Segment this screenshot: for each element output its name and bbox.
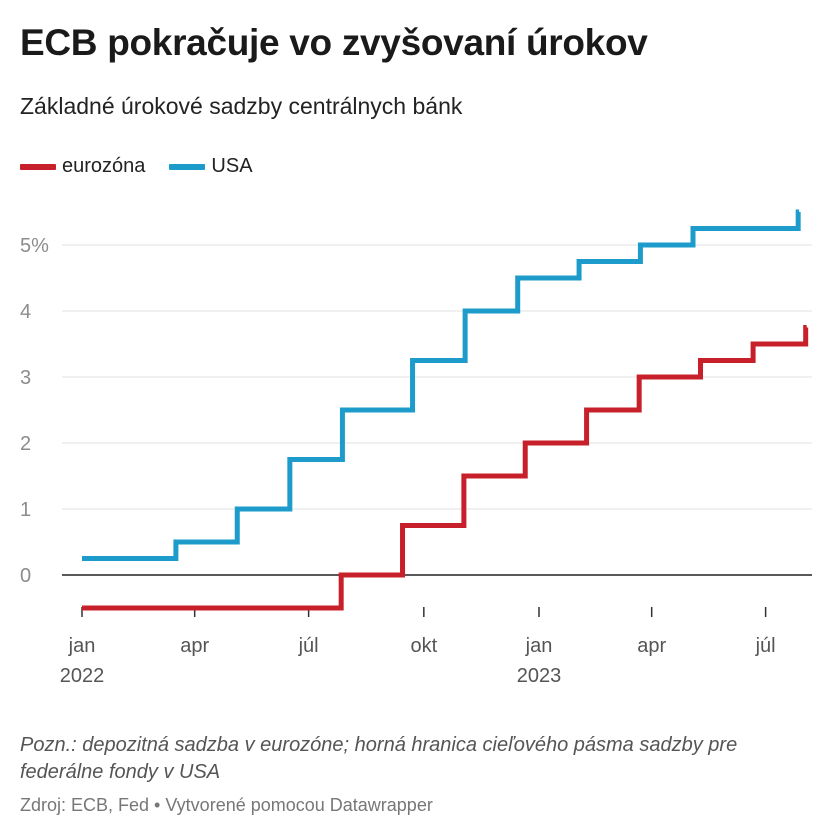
chart-title: ECB pokračuje vo zvyšovaní úrokov <box>20 22 648 63</box>
legend-label-eurozone: eurozóna <box>62 155 146 177</box>
legend-swatch-usa <box>169 163 206 170</box>
rate-chart: 0 1 2 3 4 5% jan 2022 apr júl okt jan 2023 apr júl <box>20 209 812 687</box>
x-tick-label: apr <box>637 635 666 657</box>
x-tick-label: jan <box>68 635 96 657</box>
y-tick-label: 3 <box>20 367 31 389</box>
legend-item-usa: USA <box>169 155 253 178</box>
legend-label-usa: USA <box>211 155 253 177</box>
y-tick-label: 2 <box>20 433 31 455</box>
y-tick-label: 5% <box>20 235 49 257</box>
chart-subtitle: Základné úrokové sadzby centrálnych bánk <box>20 93 463 119</box>
x-tick-label: júl <box>298 635 319 657</box>
y-tick-label: 1 <box>20 499 31 521</box>
y-axis-ticks: 0 1 2 3 4 5% <box>20 235 49 587</box>
chart-note: Pozn.: depozitná sadzba v eurozóne; horn… <box>20 734 738 783</box>
series-line-eurozone <box>82 325 809 611</box>
x-tick-label: júl <box>755 635 776 657</box>
series-line-usa <box>82 209 801 561</box>
x-axis-ticks: jan 2022 apr júl okt jan 2023 apr júl <box>60 607 776 687</box>
x-tick-year: 2022 <box>60 665 105 687</box>
y-tick-label: 0 <box>20 565 31 587</box>
legend-item-eurozone: eurozóna <box>20 155 145 178</box>
x-tick-label: jan <box>525 635 553 657</box>
x-tick-label: okt <box>410 635 437 657</box>
series-lines <box>82 209 809 611</box>
legend-swatch-eurozone <box>20 163 56 170</box>
chart-source: Zdroj: ECB, Fed • Vytvorené pomocou Data… <box>20 795 433 815</box>
y-tick-label: 4 <box>20 301 31 323</box>
legend: eurozóna USA <box>20 155 277 178</box>
x-tick-year: 2023 <box>517 665 562 687</box>
x-tick-label: apr <box>180 635 209 657</box>
